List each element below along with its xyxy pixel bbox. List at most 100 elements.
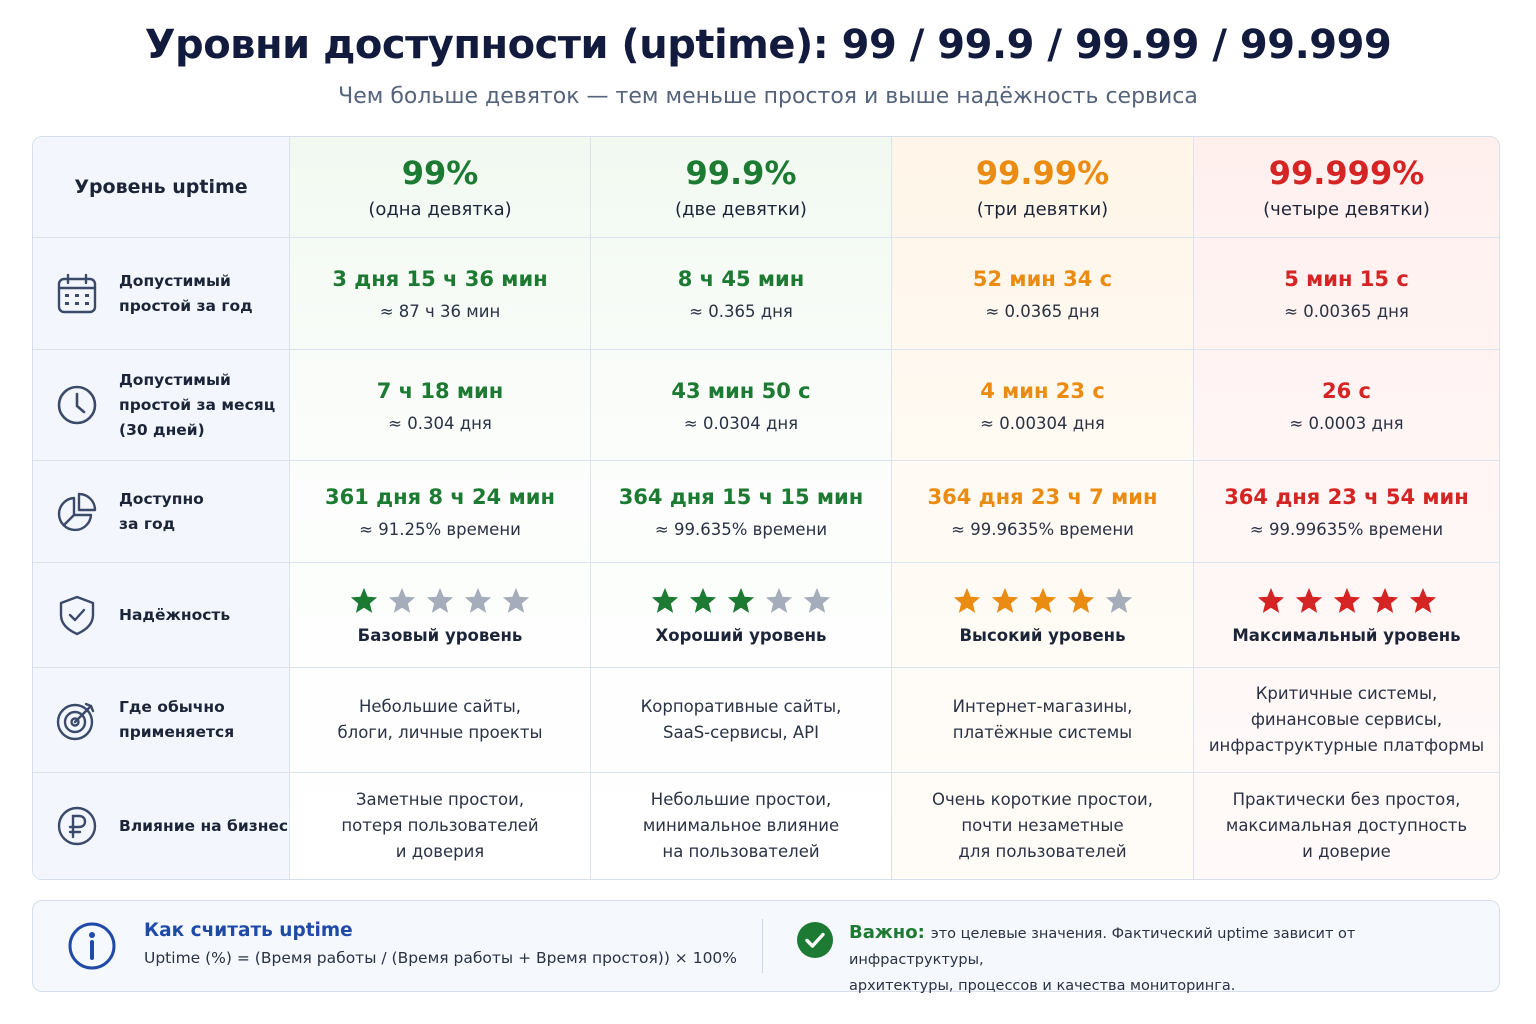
downtime-approx: ≈ 0.304 дня <box>388 413 492 433</box>
formula-title: Как считать uptime <box>144 920 353 941</box>
downtime-value: 7 ч 18 мин <box>376 378 504 403</box>
uptime-percent: 99.9% <box>685 153 797 192</box>
check-circle-icon <box>796 921 834 959</box>
usage-line: платёжные системы <box>952 723 1133 742</box>
downtime-month-cell: 43 мин 50 с ≈ 0.0304 дня <box>591 350 891 460</box>
column-divider <box>891 137 892 879</box>
downtime-value: 43 мин 50 с <box>671 378 811 403</box>
star-rating <box>952 586 1134 616</box>
star-filled-icon <box>1409 587 1436 613</box>
row-label-usage: Где обычно применяется <box>33 668 289 772</box>
usage-cell: Критичные системы, финансовые сервисы, и… <box>1194 668 1499 772</box>
impact-line: Заметные простои, <box>355 790 525 809</box>
header-cell-99-99: 99.99% (три девятки) <box>892 137 1193 237</box>
row-label: Надёжность <box>119 605 231 624</box>
star-rating <box>1256 586 1438 616</box>
star-empty-icon <box>803 587 831 613</box>
page-title: Уровни доступности (uptime): 99 / 99.9 /… <box>144 22 1392 68</box>
star-empty-icon <box>1105 587 1132 613</box>
star-filled-icon <box>953 587 980 613</box>
star-rating <box>349 586 531 616</box>
impact-line: и доверия <box>395 842 485 861</box>
header-cell-99-9: 99.9% (две девятки) <box>591 137 891 237</box>
shield-check-icon <box>55 593 99 637</box>
footer-panel: Как считать uptime Uptime (%) = (Время р… <box>32 900 1500 994</box>
available-approx: ≈ 91.25% времени <box>359 520 521 539</box>
impact-cell: Очень короткие простои, почти незаметные… <box>892 773 1193 879</box>
star-filled-icon <box>1295 587 1322 613</box>
important-text: архитектуры, процессов и качества монито… <box>849 978 1236 994</box>
row-label-downtime-year: Допустимый простой за год <box>33 238 289 349</box>
calendar-icon <box>55 272 99 316</box>
available-approx: ≈ 99.9635% времени <box>951 520 1134 539</box>
row-divider <box>33 667 1499 668</box>
available-approx: ≈ 99.99635% времени <box>1249 520 1444 539</box>
pie-chart-icon <box>55 490 99 534</box>
downtime-year-cell: 5 мин 15 с ≈ 0.00365 дня <box>1194 238 1499 349</box>
downtime-value: 8 ч 45 мин <box>677 267 805 291</box>
usage-cell: Небольшие сайты, блоги, личные проекты <box>290 668 590 772</box>
header-label-cell: Уровень uptime <box>33 137 289 237</box>
available-year-cell: 361 дня 8 ч 24 мин ≈ 91.25% времени <box>290 461 590 562</box>
star-empty-icon <box>502 587 530 613</box>
uptime-formula: Uptime (%) = (Время работы / (Время рабо… <box>144 949 738 967</box>
impact-line: минимальное влияние <box>642 816 840 835</box>
row-label: Доступно за год <box>119 489 204 533</box>
downtime-year-cell: 52 мин 34 с ≈ 0.0365 дня <box>892 238 1193 349</box>
nines-label: (одна девятка) <box>368 198 512 220</box>
page-subtitle: Чем больше девяток — тем меньше простоя … <box>338 84 1198 109</box>
downtime-month-cell: 26 с ≈ 0.0003 дня <box>1194 350 1499 460</box>
star-rating <box>650 586 832 616</box>
column-divider <box>289 137 290 879</box>
usage-line: блоги, личные проекты <box>337 723 543 742</box>
column-divider <box>590 137 591 879</box>
available-year-cell: 364 дня 15 ч 15 мин ≈ 99.635% времени <box>591 461 891 562</box>
available-value: 361 дня 8 ч 24 мин <box>325 485 555 509</box>
row-label: Влияние на бизнес <box>119 816 289 835</box>
star-filled-icon <box>350 587 378 613</box>
nines-label: (три девятки) <box>976 198 1109 220</box>
downtime-value: 26 с <box>1322 378 1371 403</box>
impact-line: Небольшие простои, <box>650 790 832 809</box>
reliability-level: Хороший уровень <box>655 625 827 645</box>
star-filled-icon <box>689 587 717 613</box>
downtime-approx: ≈ 0.00365 дня <box>1284 302 1409 321</box>
available-value: 364 дня 23 ч 7 мин <box>927 485 1158 509</box>
reliability-cell: Базовый уровень <box>290 563 590 667</box>
row-label-reliability: Надёжность <box>33 563 289 667</box>
column-background-99-9 <box>591 137 891 879</box>
important-text: это целевые значения. Фактический uptime… <box>849 926 1356 968</box>
header-cell-99: 99% (одна девятка) <box>290 137 590 237</box>
available-value: 364 дня 15 ч 15 мин <box>618 485 864 509</box>
row-label-available-year: Доступно за год <box>33 461 289 562</box>
row-label-business-impact: Влияние на бизнес <box>33 773 289 879</box>
usage-line: Небольшие сайты, <box>358 697 522 716</box>
impact-line: Практически без простоя, <box>1232 790 1461 809</box>
star-empty-icon <box>765 587 793 613</box>
available-approx: ≈ 99.635% времени <box>654 520 828 539</box>
row-label-downtime-month: Допустимый простой за месяц (30 дней) <box>33 350 289 460</box>
usage-cell: Интернет-магазины, платёжные системы <box>892 668 1193 772</box>
downtime-month-cell: 7 ч 18 мин ≈ 0.304 дня <box>290 350 590 460</box>
column-background-99-99 <box>892 137 1193 879</box>
impact-line: потеря пользователей <box>341 816 539 835</box>
star-filled-icon <box>651 587 679 613</box>
usage-line: Критичные системы, <box>1255 684 1438 703</box>
downtime-approx: ≈ 0.0365 дня <box>985 302 1100 321</box>
info-icon <box>67 921 117 971</box>
row-label: Допустимый простой за год <box>119 271 253 315</box>
uptime-percent: 99.99% <box>975 153 1110 192</box>
usage-line: инфраструктурные платформы <box>1208 736 1485 755</box>
downtime-month-cell: 4 мин 23 с ≈ 0.00304 дня <box>892 350 1193 460</box>
available-year-cell: 364 дня 23 ч 7 мин ≈ 99.9635% времени <box>892 461 1193 562</box>
star-filled-icon <box>1029 587 1056 613</box>
star-filled-icon <box>1257 587 1284 613</box>
column-background-99-999 <box>1194 137 1499 879</box>
star-empty-icon <box>464 587 492 613</box>
star-filled-icon <box>1067 587 1094 613</box>
uptime-percent: 99% <box>401 153 479 192</box>
row-divider <box>33 460 1499 461</box>
uptime-table: Уровень uptime 99% (одна девятка) 99.9% … <box>32 136 1500 880</box>
corner-label: Уровень uptime <box>74 175 248 198</box>
header-cell-99-999: 99.999% (четыре девятки) <box>1194 137 1499 237</box>
